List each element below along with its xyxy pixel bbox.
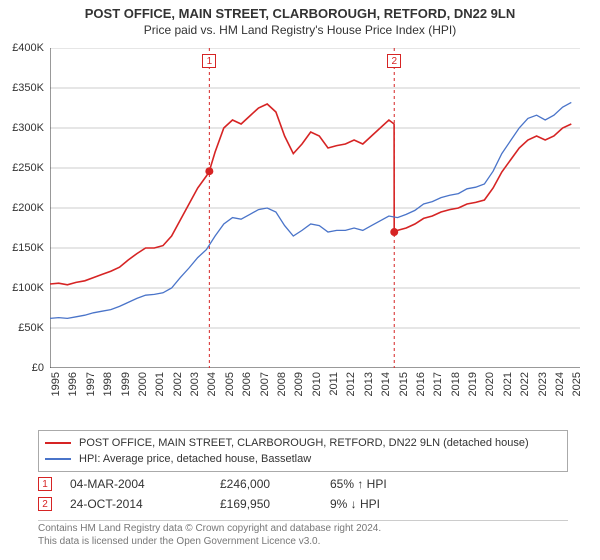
x-axis-tick-label: 2004 <box>206 372 218 396</box>
x-axis-tick-label: 2003 <box>189 372 201 396</box>
y-axis-tick-label: £200K <box>0 202 44 214</box>
footer-attribution: Contains HM Land Registry data © Crown c… <box>38 522 568 548</box>
x-axis-tick-label: 2014 <box>380 372 392 396</box>
sale-date: 04-MAR-2004 <box>70 477 220 491</box>
x-axis-tick-label: 2015 <box>398 372 410 396</box>
sale-price: £169,950 <box>220 497 330 511</box>
container: POST OFFICE, MAIN STREET, CLARBOROUGH, R… <box>0 0 600 560</box>
x-axis-tick-label: 2022 <box>519 372 531 396</box>
sale-price: £246,000 <box>220 477 330 491</box>
x-axis-tick-label: 1996 <box>67 372 79 396</box>
footer-line: This data is licensed under the Open Gov… <box>38 535 568 548</box>
sale-date: 24-OCT-2014 <box>70 497 220 511</box>
legend-box: POST OFFICE, MAIN STREET, CLARBOROUGH, R… <box>38 430 568 472</box>
x-axis-tick-label: 2018 <box>450 372 462 396</box>
y-axis-tick-label: £0 <box>0 362 44 374</box>
x-axis-tick-label: 2006 <box>241 372 253 396</box>
y-axis-tick-label: £400K <box>0 42 44 54</box>
chart-title: POST OFFICE, MAIN STREET, CLARBOROUGH, R… <box>0 6 600 21</box>
y-axis-tick-label: £150K <box>0 242 44 254</box>
x-axis-tick-label: 2007 <box>259 372 271 396</box>
sale-delta: 65% ↑ HPI <box>330 477 387 491</box>
sale-row: 2 24-OCT-2014 £169,950 9% ↓ HPI <box>38 494 568 514</box>
legend-swatch-subject <box>45 442 71 444</box>
legend-row-hpi: HPI: Average price, detached house, Bass… <box>45 451 561 467</box>
y-axis-tick-label: £350K <box>0 82 44 94</box>
x-axis-tick-label: 2019 <box>467 372 479 396</box>
x-axis-tick-label: 1995 <box>50 372 62 396</box>
y-axis-tick-label: £300K <box>0 122 44 134</box>
y-axis-tick-label: £50K <box>0 322 44 334</box>
x-axis-tick-label: 2016 <box>415 372 427 396</box>
x-axis-tick-label: 2008 <box>276 372 288 396</box>
chart-area: 12£0£50K£100K£150K£200K£250K£300K£350K£4… <box>50 48 580 398</box>
sale-row: 1 04-MAR-2004 £246,000 65% ↑ HPI <box>38 474 568 494</box>
x-axis-tick-label: 2011 <box>328 372 340 396</box>
x-axis-tick-label: 2001 <box>154 372 166 396</box>
x-axis-tick-label: 2005 <box>224 372 236 396</box>
x-axis-tick-label: 2017 <box>432 372 444 396</box>
legend-label-hpi: HPI: Average price, detached house, Bass… <box>79 453 311 465</box>
x-axis-tick-label: 2010 <box>311 372 323 396</box>
chart-svg <box>50 48 580 368</box>
legend-label-subject: POST OFFICE, MAIN STREET, CLARBOROUGH, R… <box>79 437 529 449</box>
title-block: POST OFFICE, MAIN STREET, CLARBOROUGH, R… <box>0 0 600 37</box>
x-axis-tick-label: 2025 <box>571 372 583 396</box>
chart-sale-marker: 2 <box>387 54 401 68</box>
y-axis-tick-label: £250K <box>0 162 44 174</box>
x-axis-tick-label: 2020 <box>484 372 496 396</box>
x-axis-tick-label: 1998 <box>102 372 114 396</box>
y-axis-tick-label: £100K <box>0 282 44 294</box>
sale-marker-box: 2 <box>38 497 52 511</box>
x-axis-tick-label: 1999 <box>120 372 132 396</box>
x-axis-tick-label: 2012 <box>345 372 357 396</box>
x-axis-tick-label: 2024 <box>554 372 566 396</box>
x-axis-tick-label: 2023 <box>537 372 549 396</box>
x-axis-tick-label: 2013 <box>363 372 375 396</box>
x-axis-tick-label: 2002 <box>172 372 184 396</box>
sale-marker-box: 1 <box>38 477 52 491</box>
x-axis-tick-label: 2009 <box>293 372 305 396</box>
sales-table: 1 04-MAR-2004 £246,000 65% ↑ HPI 2 24-OC… <box>38 474 568 521</box>
footer-line: Contains HM Land Registry data © Crown c… <box>38 522 568 535</box>
sale-delta: 9% ↓ HPI <box>330 497 380 511</box>
x-axis-tick-label: 1997 <box>85 372 97 396</box>
legend-row-subject: POST OFFICE, MAIN STREET, CLARBOROUGH, R… <box>45 435 561 451</box>
x-axis-tick-label: 2000 <box>137 372 149 396</box>
legend-swatch-hpi <box>45 458 71 460</box>
x-axis-tick-label: 2021 <box>502 372 514 396</box>
chart-sale-marker: 1 <box>202 54 216 68</box>
chart-subtitle: Price paid vs. HM Land Registry's House … <box>0 23 600 37</box>
